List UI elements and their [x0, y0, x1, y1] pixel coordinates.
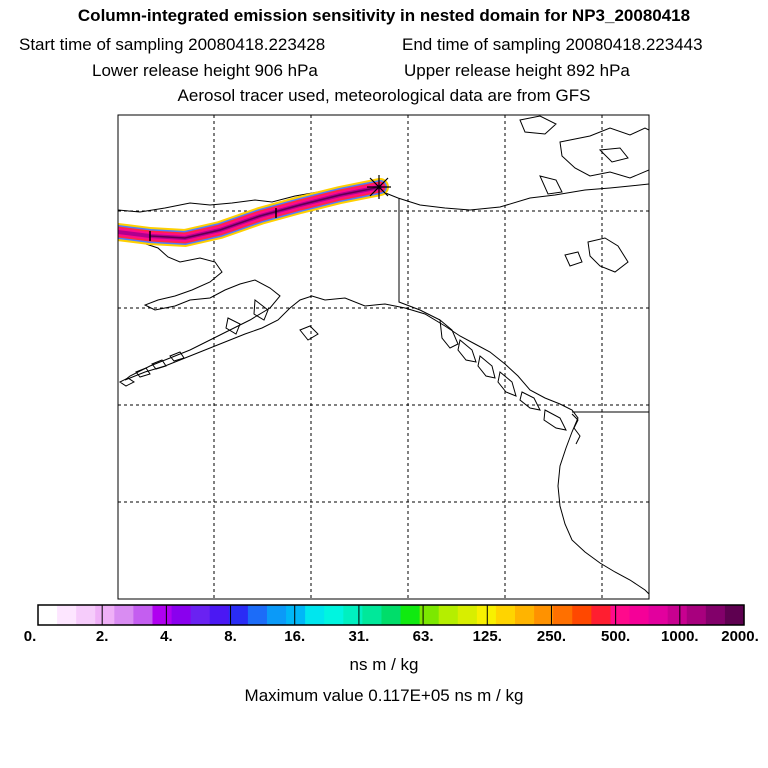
colorbar-cell: [495, 605, 516, 625]
colorbar: [38, 605, 745, 625]
colorbar-tick-label: 2000.: [721, 628, 759, 645]
colorbar-tick-label: 31.: [348, 628, 370, 645]
colorbar-tick-label: 1000.: [661, 628, 699, 645]
colorbar-tick-label: 2.: [95, 628, 109, 645]
colorbar-units: ns m / kg: [349, 655, 419, 674]
colorbar-cell: [266, 605, 287, 625]
colorbar-tick-label: 16.: [284, 628, 306, 645]
alaska-canada-border: [398, 198, 441, 321]
plot-title: Column-integrated emission sensitivity i…: [77, 6, 691, 25]
colorbar-cell: [686, 605, 707, 625]
colorbar-cell: [209, 605, 230, 625]
colorbar-cell: [171, 605, 192, 625]
colorbar-cell: [515, 605, 535, 625]
colorbar-frame: [37, 604, 745, 626]
puget-sound: [571, 413, 581, 445]
colorbar-cell: [190, 605, 211, 625]
colorbar-cell: [95, 605, 115, 625]
panhandle-islands: [225, 299, 567, 431]
colorbar-cell: [648, 605, 669, 625]
colorbar-cell: [57, 605, 77, 625]
colorbar-cell: [629, 605, 650, 625]
colorbar-cell: [476, 605, 497, 625]
colorbar-cell: [400, 605, 421, 625]
colorbar-tick-label: 63.: [412, 628, 434, 645]
colorbar-cell: [457, 605, 478, 625]
colorbar-tick-label: 4.: [160, 628, 173, 645]
start-time-label: Start time of sampling 20080418.223428: [19, 35, 326, 54]
colorbar-tick-label: 125.: [472, 628, 502, 645]
tracer-info-label: Aerosol tracer used, meteorological data…: [177, 86, 591, 105]
release-point-marker: [367, 175, 391, 199]
colorbar-cell: [705, 605, 726, 625]
map-frame: [117, 114, 650, 600]
colorbar-cell: [76, 605, 96, 625]
colorbar-cell: [247, 605, 268, 625]
end-time-label: End time of sampling 20080418.223443: [402, 35, 703, 54]
colorbar-cell: [343, 605, 363, 625]
alaska-coastline: [118, 183, 649, 595]
colorbar-cell: [438, 605, 459, 625]
colorbar-tick-label: 0.: [23, 628, 37, 645]
colorbar-cell: [381, 605, 402, 625]
arctic-islands: [519, 115, 649, 273]
colorbar-cell: [572, 605, 592, 625]
colorbar-cell: [610, 605, 631, 625]
colorbar-cell: [38, 605, 58, 625]
aleutian-islands: [119, 351, 185, 387]
colorbar-cell: [724, 605, 745, 625]
colorbar-cell: [591, 605, 612, 625]
colorbar-cell: [114, 605, 135, 625]
emission-plume: [118, 178, 389, 248]
colorbar-dividers: [101, 605, 681, 625]
colorbar-tick-label: 500.: [601, 628, 631, 645]
lower-height-label: Lower release height 906 hPa: [92, 61, 318, 80]
colorbar-cell: [667, 605, 688, 625]
colorbar-cell: [228, 605, 249, 625]
colorbar-tick-label: 250.: [536, 628, 567, 645]
colorbar-cell: [305, 605, 325, 625]
maximum-value-label: Maximum value 0.117E+05 ns m / kg: [244, 686, 524, 705]
colorbar-cell: [152, 605, 173, 625]
trajectory-markers: [149, 208, 277, 241]
upper-height-label: Upper release height 892 hPa: [404, 61, 630, 80]
colorbar-tick-label: 8.: [224, 628, 237, 645]
colorbar-cell: [362, 605, 383, 625]
colorbar-cell: [133, 605, 154, 625]
colorbar-cell: [286, 605, 306, 625]
colorbar-cell: [419, 605, 440, 625]
colorbar-cell: [534, 605, 554, 625]
colorbar-cell: [324, 605, 344, 625]
colorbar-cell: [553, 605, 573, 625]
